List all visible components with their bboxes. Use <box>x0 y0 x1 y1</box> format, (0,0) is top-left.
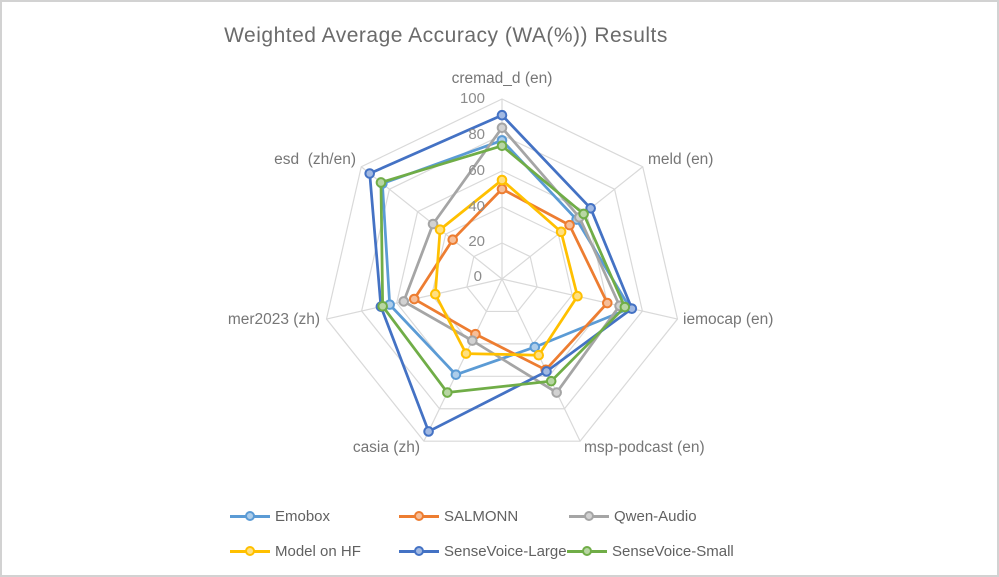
data-point-sensevoice-large-1 <box>585 203 596 214</box>
axis-label-casia: casia (zh) <box>353 439 420 456</box>
data-point-sensevoice-large-6 <box>364 168 376 179</box>
axis-spoke-2 <box>501 278 678 320</box>
data-point-sensevoice-large-3 <box>541 366 552 377</box>
tick-100: 100 <box>460 90 485 107</box>
legend-label-sensevoice-large: SenseVoice-Large <box>444 542 567 560</box>
axis-label-cremad_d: cremad_d (en) <box>452 70 553 87</box>
data-point-emobox-3 <box>529 341 541 353</box>
series-line-qwen-audio <box>402 126 621 394</box>
series-line-sensevoice-large <box>368 113 634 433</box>
legend-label-sensevoice-small: SenseVoice-Small <box>612 542 734 560</box>
legend-label-model-on-hf: Model on HF <box>275 542 361 560</box>
legend-marker-icon <box>245 546 255 556</box>
data-point-model-on-hf-4 <box>460 348 472 359</box>
grid-ring-20 <box>466 242 538 313</box>
legend-marker-icon <box>414 546 424 556</box>
series-line-salmonn <box>412 187 609 372</box>
data-point-qwen-audio-0 <box>496 122 508 134</box>
data-point-model-on-hf-5 <box>430 288 441 300</box>
tick-80: 80 <box>468 126 485 143</box>
legend-item-emobox[interactable]: Emobox <box>230 507 330 525</box>
data-point-emobox-4 <box>450 369 462 380</box>
legend-swatch-sensevoice-large <box>399 542 439 560</box>
data-point-sensevoice-large-0 <box>496 109 508 121</box>
data-point-qwen-audio-3 <box>551 387 562 398</box>
legend-label-emobox: Emobox <box>275 507 331 525</box>
data-point-sensevoice-small-0 <box>496 140 508 152</box>
data-point-model-on-hf-3 <box>533 349 545 361</box>
legend-marker-icon <box>245 511 255 521</box>
series-model-on-hf <box>430 174 583 361</box>
tick-20: 20 <box>468 233 485 250</box>
data-point-model-on-hf-6 <box>434 224 446 235</box>
data-point-qwen-audio-5 <box>398 296 410 307</box>
legend-label-qwen-audio: Qwen-Audio <box>614 507 697 525</box>
series-line-model-on-hf <box>433 178 579 357</box>
grid-ring-40 <box>431 206 573 345</box>
data-point-model-on-hf-0 <box>496 174 508 186</box>
data-point-salmonn-6 <box>447 234 459 246</box>
axis-label-msp-podcast: msp-podcast (en) <box>584 439 705 456</box>
legend-item-sensevoice-small[interactable]: SenseVoice-Small <box>567 542 734 560</box>
data-point-sensevoice-small-6 <box>375 177 387 188</box>
legend-marker-icon <box>414 511 424 521</box>
radial-tick-labels: 100 80 60 40 20 0 <box>460 90 485 285</box>
data-point-salmonn-0 <box>496 183 508 195</box>
data-point-sensevoice-small-3 <box>545 375 557 387</box>
legend-swatch-emobox <box>230 507 270 525</box>
legend-swatch-qwen-audio <box>569 507 609 525</box>
radar-series <box>364 109 638 437</box>
data-point-model-on-hf-2 <box>572 290 583 302</box>
data-point-salmonn-2 <box>601 297 613 309</box>
data-point-salmonn-5 <box>408 293 420 305</box>
legend-swatch-salmonn <box>399 507 439 525</box>
axis-label-meld: meld (en) <box>648 151 713 168</box>
legend-item-model-on-hf[interactable]: Model on HF <box>230 542 361 560</box>
series-line-sensevoice-small <box>379 144 627 394</box>
data-point-sensevoice-small-5 <box>377 300 388 312</box>
data-point-qwen-audio-6 <box>427 218 439 230</box>
legend-item-sensevoice-large[interactable]: SenseVoice-Large <box>399 542 567 560</box>
data-point-sensevoice-large-4 <box>423 426 434 437</box>
tick-60: 60 <box>468 162 485 179</box>
series-line-emobox <box>381 139 632 377</box>
chart-title: Weighted Average Accuracy (WA(%)) Result… <box>224 24 668 47</box>
legend-item-salmonn[interactable]: SALMONN <box>399 507 518 525</box>
legend-marker-icon <box>584 511 594 521</box>
grid-ring-100 <box>325 98 679 442</box>
data-point-model-on-hf-1 <box>555 226 567 238</box>
series-sensevoice-large <box>364 109 638 437</box>
data-point-sensevoice-small-4 <box>442 387 453 398</box>
legend-marker-icon <box>582 546 592 556</box>
axis-label-iemocap: iemocap (en) <box>683 311 773 328</box>
data-point-sensevoice-small-2 <box>619 301 631 313</box>
axis-spoke-4 <box>423 278 503 442</box>
data-point-qwen-audio-4 <box>467 335 478 346</box>
data-point-salmonn-1 <box>564 219 575 231</box>
tick-40: 40 <box>468 198 485 215</box>
tick-0: 0 <box>474 268 482 285</box>
legend-item-qwen-audio[interactable]: Qwen-Audio <box>569 507 697 525</box>
axis-labels: cremad_d (en) meld (en) iemocap (en) msp… <box>228 70 774 456</box>
data-point-sensevoice-small-1 <box>578 208 589 220</box>
series-qwen-audio <box>398 122 625 398</box>
axis-label-mer2023: mer2023 (zh) <box>228 311 320 328</box>
legend-swatch-model-on-hf <box>230 542 270 560</box>
legend-swatch-sensevoice-small <box>567 542 607 560</box>
series-sensevoice-small <box>375 140 631 398</box>
legend-label-salmonn: SALMONN <box>444 507 519 525</box>
axis-spoke-3 <box>501 278 581 442</box>
axis-label-esd: esd (zh/en) <box>274 151 356 168</box>
